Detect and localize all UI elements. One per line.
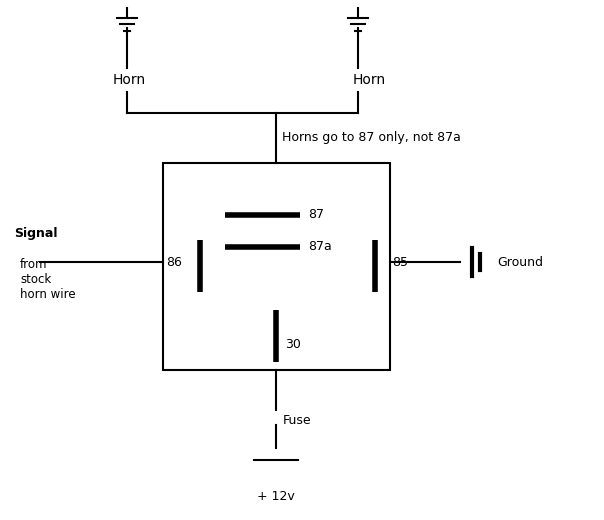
Text: 85: 85 (392, 255, 408, 268)
Text: + 12v: + 12v (257, 490, 295, 503)
Text: Ground: Ground (497, 255, 543, 268)
Text: from
stock
horn wire: from stock horn wire (20, 258, 76, 301)
Text: 86: 86 (166, 255, 182, 268)
Text: Horn: Horn (113, 73, 146, 87)
Text: Horn: Horn (353, 73, 386, 87)
Text: 30: 30 (285, 339, 301, 352)
Text: 87: 87 (308, 209, 324, 222)
Bar (163, 163, 390, 370)
Text: Fuse: Fuse (283, 414, 312, 427)
Text: Signal: Signal (14, 228, 57, 240)
Text: 87a: 87a (308, 240, 332, 253)
Text: Horns go to 87 only, not 87a: Horns go to 87 only, not 87a (282, 132, 461, 145)
